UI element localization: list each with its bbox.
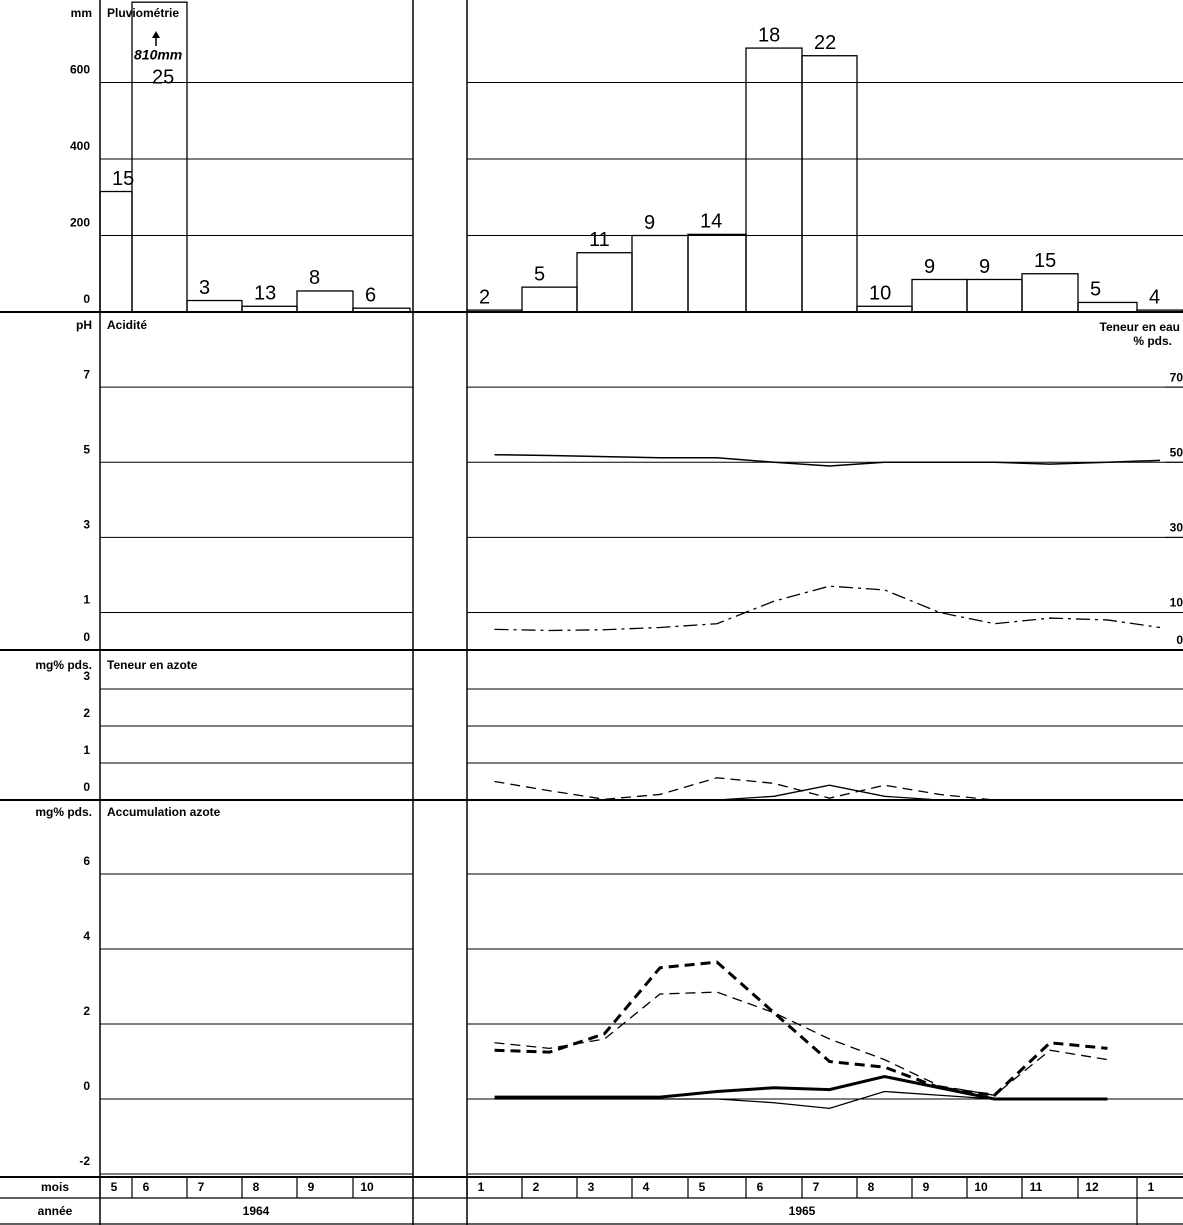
month-label: 5 [699,1180,706,1194]
panel-title: Pluviométrie [107,6,179,20]
month-label: 2 [533,1180,540,1194]
y-tick-label: 2 [83,1004,90,1018]
year-label: 1964 [243,1204,270,1218]
year-label: 1965 [789,1204,816,1218]
month-label: 12 [1085,1180,1099,1194]
month-label: 7 [198,1180,205,1194]
y-tick-label: 400 [70,139,90,153]
rain-days-label: 22 [814,32,836,54]
rain-days-label: 14 [700,211,722,233]
bar [801,55,858,313]
y2-tick-label: 50 [1170,445,1183,459]
bar [1136,309,1183,313]
month-label: 1 [1148,1180,1155,1194]
rain-days-label: 13 [254,283,276,305]
y-axis-label: mm [71,6,92,20]
month-axis-label: mois [41,1180,69,1194]
rain-days-label: 11 [589,229,610,251]
rain-days-label: 18 [758,24,780,46]
y-tick-label: 4 [83,929,90,943]
rain-days-label: 5 [534,263,545,285]
y-tick-label: 2 [83,706,90,720]
y-axis-label: mg% pds. [35,805,92,819]
y-tick-label: -2 [79,1154,90,1168]
bar [352,307,411,313]
y-tick-label: 5 [83,442,90,456]
month-label: 6 [757,1180,764,1194]
y-tick-label: 6 [83,854,90,868]
rain-days-label: 5 [1090,279,1101,301]
month-label: 10 [360,1180,374,1194]
panel-title: Acidité [107,318,147,332]
month-label: 7 [813,1180,820,1194]
y2-tick-label: 70 [1170,370,1183,384]
month-label: 11 [1030,1180,1043,1194]
month-label: 1 [478,1180,485,1194]
month-label: 8 [868,1180,875,1194]
data-line [494,1074,1108,1101]
rain-days-label: 4 [1149,286,1160,308]
rain-days-label: 2 [479,286,490,308]
y-tick-label: 200 [70,216,90,230]
data-line [494,453,1161,467]
year-axis-label: année [38,1204,73,1218]
annotation: 810mm [134,47,182,63]
y2-axis-label: Teneur en eau [1100,320,1180,334]
y-tick-label: 1 [83,593,90,607]
data-line [494,991,1108,1096]
month-label: 9 [923,1180,930,1194]
annotation-arrow-head [152,31,160,38]
y2-tick-label: 10 [1170,596,1183,610]
rain-days-label: 10 [869,283,891,305]
y2-tick-label: 30 [1170,521,1183,535]
rain-days-label: 25 [152,66,174,88]
y-tick-label: 600 [70,63,90,77]
y-tick-label: 0 [83,630,90,644]
data-line [494,777,995,801]
y2-tick-label: 0 [1176,633,1183,647]
y-tick-label: 3 [83,518,90,532]
rain-days-label: 9 [924,256,935,278]
month-label: 8 [253,1180,260,1194]
month-label: 6 [143,1180,150,1194]
y-axis-label: pH [76,318,92,332]
bar [1021,273,1079,313]
bar [296,290,354,313]
y-tick-label: 0 [83,292,90,306]
data-line [494,960,1108,1097]
month-label: 3 [588,1180,595,1194]
data-line [494,784,995,801]
rain-days-label: 9 [979,256,990,278]
rain-days-label: 9 [644,212,655,234]
rain-days-label: 6 [365,284,376,306]
y-tick-label: 0 [83,1079,90,1093]
month-label: 9 [308,1180,315,1194]
bar [131,1,188,313]
y2-axis-unit: % pds. [1133,334,1172,348]
y-axis-label: mg% pds. [35,658,92,672]
y-tick-label: 3 [83,669,90,683]
y-tick-label: 1 [83,743,90,757]
month-label: 4 [643,1180,650,1194]
rain-days-label: 15 [1034,250,1056,272]
y-tick-label: 7 [83,367,90,381]
data-line [494,585,1161,632]
month-label: 10 [974,1180,988,1194]
panel-title: Accumulation azote [107,805,221,819]
month-label: 5 [111,1180,118,1194]
y-tick-label: 0 [83,780,90,794]
data-line [494,1090,995,1110]
panel-title: Teneur en azote [107,658,198,672]
bar [1077,301,1138,313]
rain-days-label: 8 [309,267,320,289]
rain-days-label: 3 [199,277,210,299]
rain-days-label: 15 [112,168,134,190]
